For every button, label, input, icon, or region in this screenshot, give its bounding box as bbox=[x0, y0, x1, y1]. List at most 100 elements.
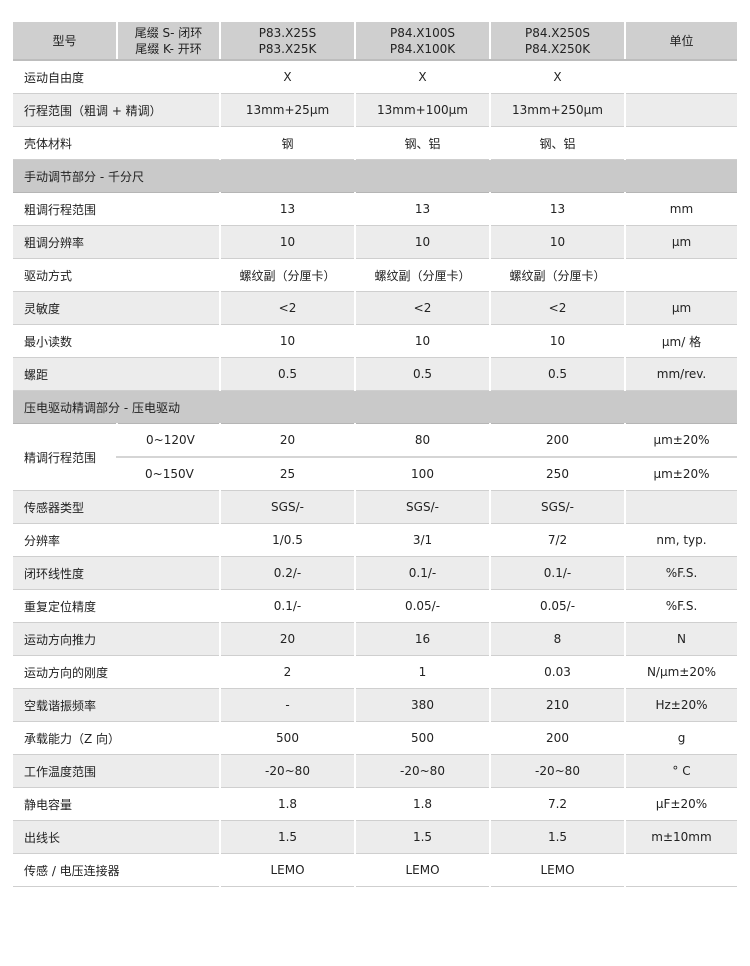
table-row: 粗调行程范围 13 13 13 mm bbox=[13, 192, 737, 226]
row-value: 螺纹副（分厘卡） bbox=[489, 258, 625, 292]
row-unit bbox=[624, 853, 737, 887]
table-row: 闭环线性度 0.2/- 0.1/- 0.1/- %F.S. bbox=[13, 556, 737, 590]
row-value: 螺纹副（分厘卡） bbox=[354, 258, 490, 292]
row-value: 0.5 bbox=[354, 357, 490, 391]
header-line: P84.X250S bbox=[524, 25, 591, 40]
row-value: 10 bbox=[219, 225, 355, 259]
row-label: 运动自由度 bbox=[13, 60, 220, 94]
header-product: P84.X100S P84.X100K bbox=[354, 22, 490, 61]
row-value: 200 bbox=[489, 423, 625, 458]
row-value: <2 bbox=[354, 291, 490, 325]
row-value: 0.5 bbox=[489, 357, 625, 391]
row-value: 0.1/- bbox=[219, 589, 355, 623]
row-value: 钢、铝 bbox=[354, 126, 490, 160]
section-title: 手动调节部分 - 千分尺 bbox=[13, 159, 737, 193]
row-unit: mm/rev. bbox=[624, 357, 737, 391]
row-label: 灵敏度 bbox=[13, 291, 220, 325]
row-value: 250 bbox=[489, 457, 625, 491]
row-value: 10 bbox=[354, 324, 490, 358]
row-value: 500 bbox=[354, 721, 490, 755]
row-value: 80 bbox=[354, 423, 490, 458]
spec-table: 型号 尾缀 S- 闭环 尾缀 K- 开环 P83.X25S P83.X25K P84.X1… bbox=[13, 22, 737, 887]
row-label: 运动方向的刚度 bbox=[13, 655, 220, 689]
row-unit bbox=[624, 258, 737, 292]
row-label: 闭环线性度 bbox=[13, 556, 220, 590]
row-value: 1.5 bbox=[354, 820, 490, 854]
row-label: 传感器类型 bbox=[13, 490, 220, 524]
row-label: 出线长 bbox=[13, 820, 220, 854]
table-row: 工作温度范围 -20~80 -20~80 -20~80 ° C bbox=[13, 754, 737, 788]
row-label: 重复定位精度 bbox=[13, 589, 220, 623]
row-value: 13 bbox=[489, 192, 625, 226]
table-row: 运动自由度 X X X bbox=[13, 60, 737, 94]
voltage-label: 0~120V bbox=[116, 423, 220, 458]
row-value: 0.05/- bbox=[354, 589, 490, 623]
row-value: 13mm+100μm bbox=[354, 93, 490, 127]
row-value: LEMO bbox=[219, 853, 355, 887]
row-unit: nm, typ. bbox=[624, 523, 737, 557]
row-value: - bbox=[219, 688, 355, 722]
table-row: 静电容量 1.8 1.8 7.2 μF±20% bbox=[13, 787, 737, 821]
table-row: 传感器类型 SGS/- SGS/- SGS/- bbox=[13, 490, 737, 524]
row-unit: Hz±20% bbox=[624, 688, 737, 722]
row-value: 0.2/- bbox=[219, 556, 355, 590]
row-value: <2 bbox=[489, 291, 625, 325]
row-value: 16 bbox=[354, 622, 490, 656]
header-suffix: 尾缀 S- 闭环 尾缀 K- 开环 bbox=[116, 22, 220, 61]
row-value: SGS/- bbox=[489, 490, 625, 524]
row-unit: m±10mm bbox=[624, 820, 737, 854]
row-value: LEMO bbox=[489, 853, 625, 887]
row-value: 7/2 bbox=[489, 523, 625, 557]
row-value: 钢、铝 bbox=[489, 126, 625, 160]
table-row: 最小读数 10 10 10 μm/ 格 bbox=[13, 324, 737, 358]
table-row: 行程范围（粗调 + 精调） 13mm+25μm 13mm+100μm 13mm+250… bbox=[13, 93, 737, 127]
row-value: X bbox=[489, 60, 625, 94]
row-unit: μm±20% bbox=[624, 423, 737, 458]
row-unit: μm/ 格 bbox=[624, 324, 737, 358]
row-label: 承载能力（Z 向） bbox=[13, 721, 220, 755]
row-value: 10 bbox=[489, 225, 625, 259]
table-row: 壳体材料钢钢、铝 钢、铝 bbox=[13, 126, 737, 160]
row-label: 螺距 bbox=[13, 357, 220, 391]
section-row: 手动调节部分 - 千分尺 bbox=[13, 159, 737, 193]
row-unit bbox=[624, 60, 737, 94]
row-value: 380 bbox=[354, 688, 490, 722]
row-value: -20~80 bbox=[354, 754, 490, 788]
row-value: 0.1/- bbox=[354, 556, 490, 590]
header-line: P84.X100S bbox=[389, 25, 456, 40]
row-unit: μm bbox=[624, 291, 737, 325]
row-value: -20~80 bbox=[219, 754, 355, 788]
row-value: 20 bbox=[219, 423, 355, 458]
row-value: -20~80 bbox=[489, 754, 625, 788]
row-value: 500 bbox=[219, 721, 355, 755]
row-value: 1 bbox=[354, 655, 490, 689]
table-row: 粗调分辨率 10 10 10 μm bbox=[13, 225, 737, 259]
table-row: 出线长 1.5 1.5 1.5 m±10mm bbox=[13, 820, 737, 854]
table-row: 传感 / 电压连接器 LEMO LEMO LEMO bbox=[13, 853, 737, 887]
header-product: P84.X250S P84.X250K bbox=[489, 22, 625, 61]
row-value: 100 bbox=[354, 457, 490, 491]
row-value: 1.8 bbox=[354, 787, 490, 821]
row-value: 13mm+250μm bbox=[489, 93, 625, 127]
row-value: 25 bbox=[219, 457, 355, 491]
row-value: 1/0.5 bbox=[219, 523, 355, 557]
row-value: 13 bbox=[354, 192, 490, 226]
row-value: X bbox=[354, 60, 490, 94]
table-row: 精调行程范围 0~120V 20 80 200 μm±20% bbox=[13, 423, 737, 491]
row-label: 壳体材料 bbox=[13, 126, 220, 160]
row-label: 静电容量 bbox=[13, 787, 220, 821]
row-unit: %F.S. bbox=[624, 589, 737, 623]
row-value: SGS/- bbox=[219, 490, 355, 524]
header-line: P84.X250K bbox=[524, 41, 591, 56]
row-unit: mm bbox=[624, 192, 737, 226]
header-line: 尾缀 S- 闭环 bbox=[134, 25, 203, 40]
row-value: 3/1 bbox=[354, 523, 490, 557]
row-value: 13 bbox=[219, 192, 355, 226]
header-unit: 单位 bbox=[624, 22, 737, 61]
row-unit: ° C bbox=[624, 754, 737, 788]
row-value: 13mm+25μm bbox=[219, 93, 355, 127]
row-value: 0.05/- bbox=[489, 589, 625, 623]
header-line: P84.X100K bbox=[389, 41, 456, 56]
section-title: 压电驱动精调部分 - 压电驱动 bbox=[13, 390, 737, 424]
row-value: 10 bbox=[489, 324, 625, 358]
